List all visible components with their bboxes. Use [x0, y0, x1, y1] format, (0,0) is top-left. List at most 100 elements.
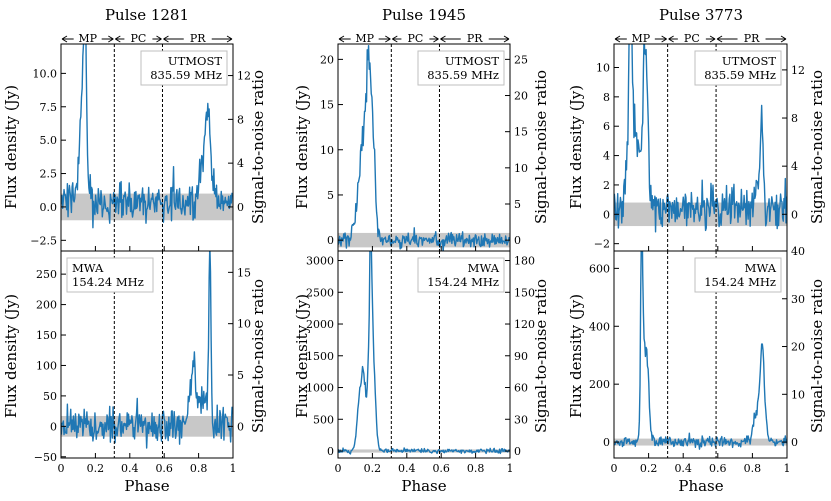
flux-profile-line [61, 44, 233, 229]
y-tick-label: 2 [603, 179, 610, 192]
snr-tick-label: 4 [791, 160, 798, 173]
title-pulse-1281: Pulse 1281 [105, 6, 189, 24]
region-arrow-head [614, 35, 621, 43]
region-arrow-head [661, 35, 667, 43]
plot-frame [60, 250, 234, 459]
y-axis-label-left-c2-bottom: Flux density (Jy) [293, 294, 311, 418]
region-label-pr: PR [744, 32, 760, 45]
x-axis-label-col2: Phase [401, 477, 446, 495]
y-tick-label: 4 [603, 150, 610, 163]
y-axis-label-right-c3-top: Signal-to-noise ratio [808, 70, 826, 224]
panel-pulse-1945-bottom: 0 500 1000 1500 2000 2500 3000 0 30 60 90 120 150 180… [306, 250, 535, 475]
instrument-name-label: MWA [745, 261, 777, 275]
y-axis-label-left-c2-top: Flux density (Jy) [293, 85, 311, 209]
snr-tick-label: 10 [791, 388, 805, 401]
region-label-bg [183, 32, 212, 42]
instrument-legend-box [694, 257, 782, 293]
x-tick-label: 0.8 [467, 462, 485, 475]
region-label-bg [401, 32, 430, 42]
y-tick-label: 15 [320, 99, 334, 112]
snr-tick-label: 180 [514, 255, 535, 268]
y-axis-label-right-c2-top: Signal-to-noise ratio [532, 70, 550, 224]
y-tick-label: 150 [36, 329, 57, 342]
snr-tick-label: 40 [791, 245, 805, 258]
snr-tick-label: 90 [514, 350, 528, 363]
y-tick-label: 500 [313, 413, 334, 426]
y-tick-label: 100 [36, 359, 57, 372]
instrument-name-label: MWA [72, 261, 104, 275]
snr-tick-label: 12 [237, 70, 251, 83]
snr-tick-label: 0 [791, 208, 798, 221]
y-tick-label: 1000 [306, 382, 334, 395]
y-tick-label: 3000 [306, 255, 334, 268]
y-tick-label: 0 [327, 234, 334, 247]
region-arrow-head [61, 35, 68, 43]
y-tick-label: 8 [603, 91, 610, 104]
snr-tick-label: 4 [237, 157, 244, 170]
region-label-bg [124, 32, 153, 42]
y-axis-label-left-c3-top: Flux density (Jy) [567, 85, 585, 209]
snr-tick-label: 30 [514, 413, 528, 426]
x-tick-label: 0.2 [87, 462, 105, 475]
y-tick-label: 600 [589, 262, 610, 275]
instrument-legend-box [694, 50, 782, 86]
instrument-legend-box [417, 257, 505, 293]
region-arrow-head [709, 35, 716, 43]
x-axis-label-col1: Phase [124, 477, 169, 495]
snr-tick-label: 0 [791, 436, 798, 449]
instrument-legend-box [66, 257, 154, 293]
frequency-label: 835.59 MHz [427, 68, 499, 82]
frequency-label: 154.24 MHz [427, 275, 499, 289]
snr-tick-label: 0 [237, 420, 244, 433]
x-tick-label: 0.6 [709, 462, 727, 475]
snr-tick-label: 8 [237, 113, 244, 126]
instrument-name-label: UTMOST [168, 54, 222, 68]
region-arrow-head [668, 35, 674, 43]
flux-profile-line [338, 251, 510, 455]
region-label-bg [460, 32, 489, 42]
y-tick-label: 250 [36, 268, 57, 281]
snr-tick-label: 60 [514, 382, 528, 395]
region-label-pr: PR [467, 32, 483, 45]
instrument-name-label: UTMOST [445, 54, 499, 68]
y-tick-label: 2500 [306, 286, 334, 299]
x-tick-label: 0 [335, 462, 342, 475]
region-arrow-head [163, 35, 169, 43]
y-tick-label: 400 [589, 320, 610, 333]
snr-tick-label: 15 [514, 126, 528, 139]
y-tick-label: −2 [594, 238, 610, 251]
flux-profile-line [338, 44, 510, 251]
x-tick-label: 0.2 [640, 462, 658, 475]
snr-tick-label: 15 [237, 266, 251, 279]
region-label-pc: PC [407, 32, 423, 45]
y-tick-label: 50 [43, 390, 57, 403]
x-tick-label: 1 [784, 462, 791, 475]
snr-tick-label: 12 [791, 64, 805, 77]
x-tick-label: 0.4 [674, 462, 692, 475]
x-tick-label: 0.4 [398, 462, 416, 475]
frequency-label: 835.59 MHz [704, 68, 776, 82]
region-label-pr: PR [190, 32, 206, 45]
x-tick-label: 0.6 [432, 462, 450, 475]
flux-profile-line [61, 251, 233, 449]
region-arrow-head [115, 35, 121, 43]
y-axis-label-right-c1-top: Signal-to-noise ratio [249, 70, 267, 224]
instrument-name-label: UTMOST [722, 54, 776, 68]
snr-tick-label: 30 [791, 293, 805, 306]
snr-tick-label: 5 [514, 198, 521, 211]
y-tick-label: 0.0 [40, 201, 58, 214]
region-arrow-head [338, 35, 345, 43]
region-label-bg [350, 32, 379, 42]
snr-tick-label: 5 [237, 369, 244, 382]
instrument-legend-box [140, 50, 228, 86]
flux-profile-line [614, 44, 787, 233]
region-arrow-head [433, 35, 439, 43]
y-axis-label-left-c3-bottom: Flux density (Jy) [567, 294, 585, 418]
x-tick-label: 0.6 [155, 462, 173, 475]
snr-tick-label: 8 [791, 112, 798, 125]
snr-tick-label: 0 [514, 445, 521, 458]
region-label-mp: MP [78, 32, 97, 45]
